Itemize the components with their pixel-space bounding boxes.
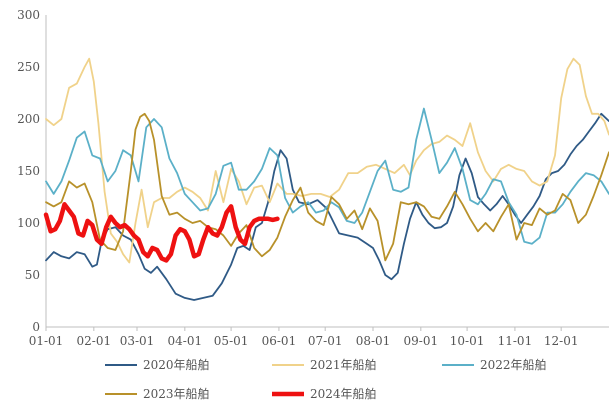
series-line-2021年船舶 (45, 57, 609, 264)
legend-label: 2020年船舶 (143, 357, 210, 372)
series-line-2022年船舶 (45, 107, 609, 245)
x-tick-label: 07-01 (308, 334, 343, 348)
x-tick-label: 10-01 (450, 334, 485, 348)
y-tick-label: 250 (17, 60, 40, 74)
legend: 2020年船舶 2021年船舶 2022年船舶 2023年船舶 2024年船舶 (105, 357, 547, 401)
y-tick-label: 150 (17, 164, 40, 178)
x-tick-label: 04-01 (168, 334, 203, 348)
series-line-2024年船舶 (43, 202, 280, 263)
legend-label: 2022年船舶 (480, 357, 547, 372)
axes: 0 50 100 150 200 250 300 01-01 02-01 03-01 04-01 05… (17, 8, 609, 348)
x-tick-label: 01-01 (29, 334, 64, 348)
legend-label: 2024年船舶 (310, 386, 377, 401)
x-tick-label: 02-01 (77, 334, 112, 348)
series-lines (43, 57, 609, 301)
legend-label: 2021年船舶 (310, 357, 377, 372)
series-line-2020年船舶 (45, 112, 609, 301)
x-tick-label: 11-01 (498, 334, 533, 348)
x-tick-label: 08-01 (356, 334, 391, 348)
x-tick-label: 03-01 (120, 334, 155, 348)
y-tick-label: 200 (17, 112, 40, 126)
y-tick-label: 100 (17, 216, 40, 230)
legend-label: 2023年船舶 (143, 386, 210, 401)
x-tick-label: 09-01 (404, 334, 439, 348)
series-line-2023年船舶 (45, 112, 609, 262)
x-tick-label: 12-01 (544, 334, 579, 348)
y-tick-label: 300 (17, 8, 40, 22)
y-tick-label: 0 (32, 320, 40, 334)
y-tick-label: 50 (25, 268, 40, 282)
x-tick-label: 05-01 (214, 334, 249, 348)
x-tick-label: 06-01 (262, 334, 297, 348)
